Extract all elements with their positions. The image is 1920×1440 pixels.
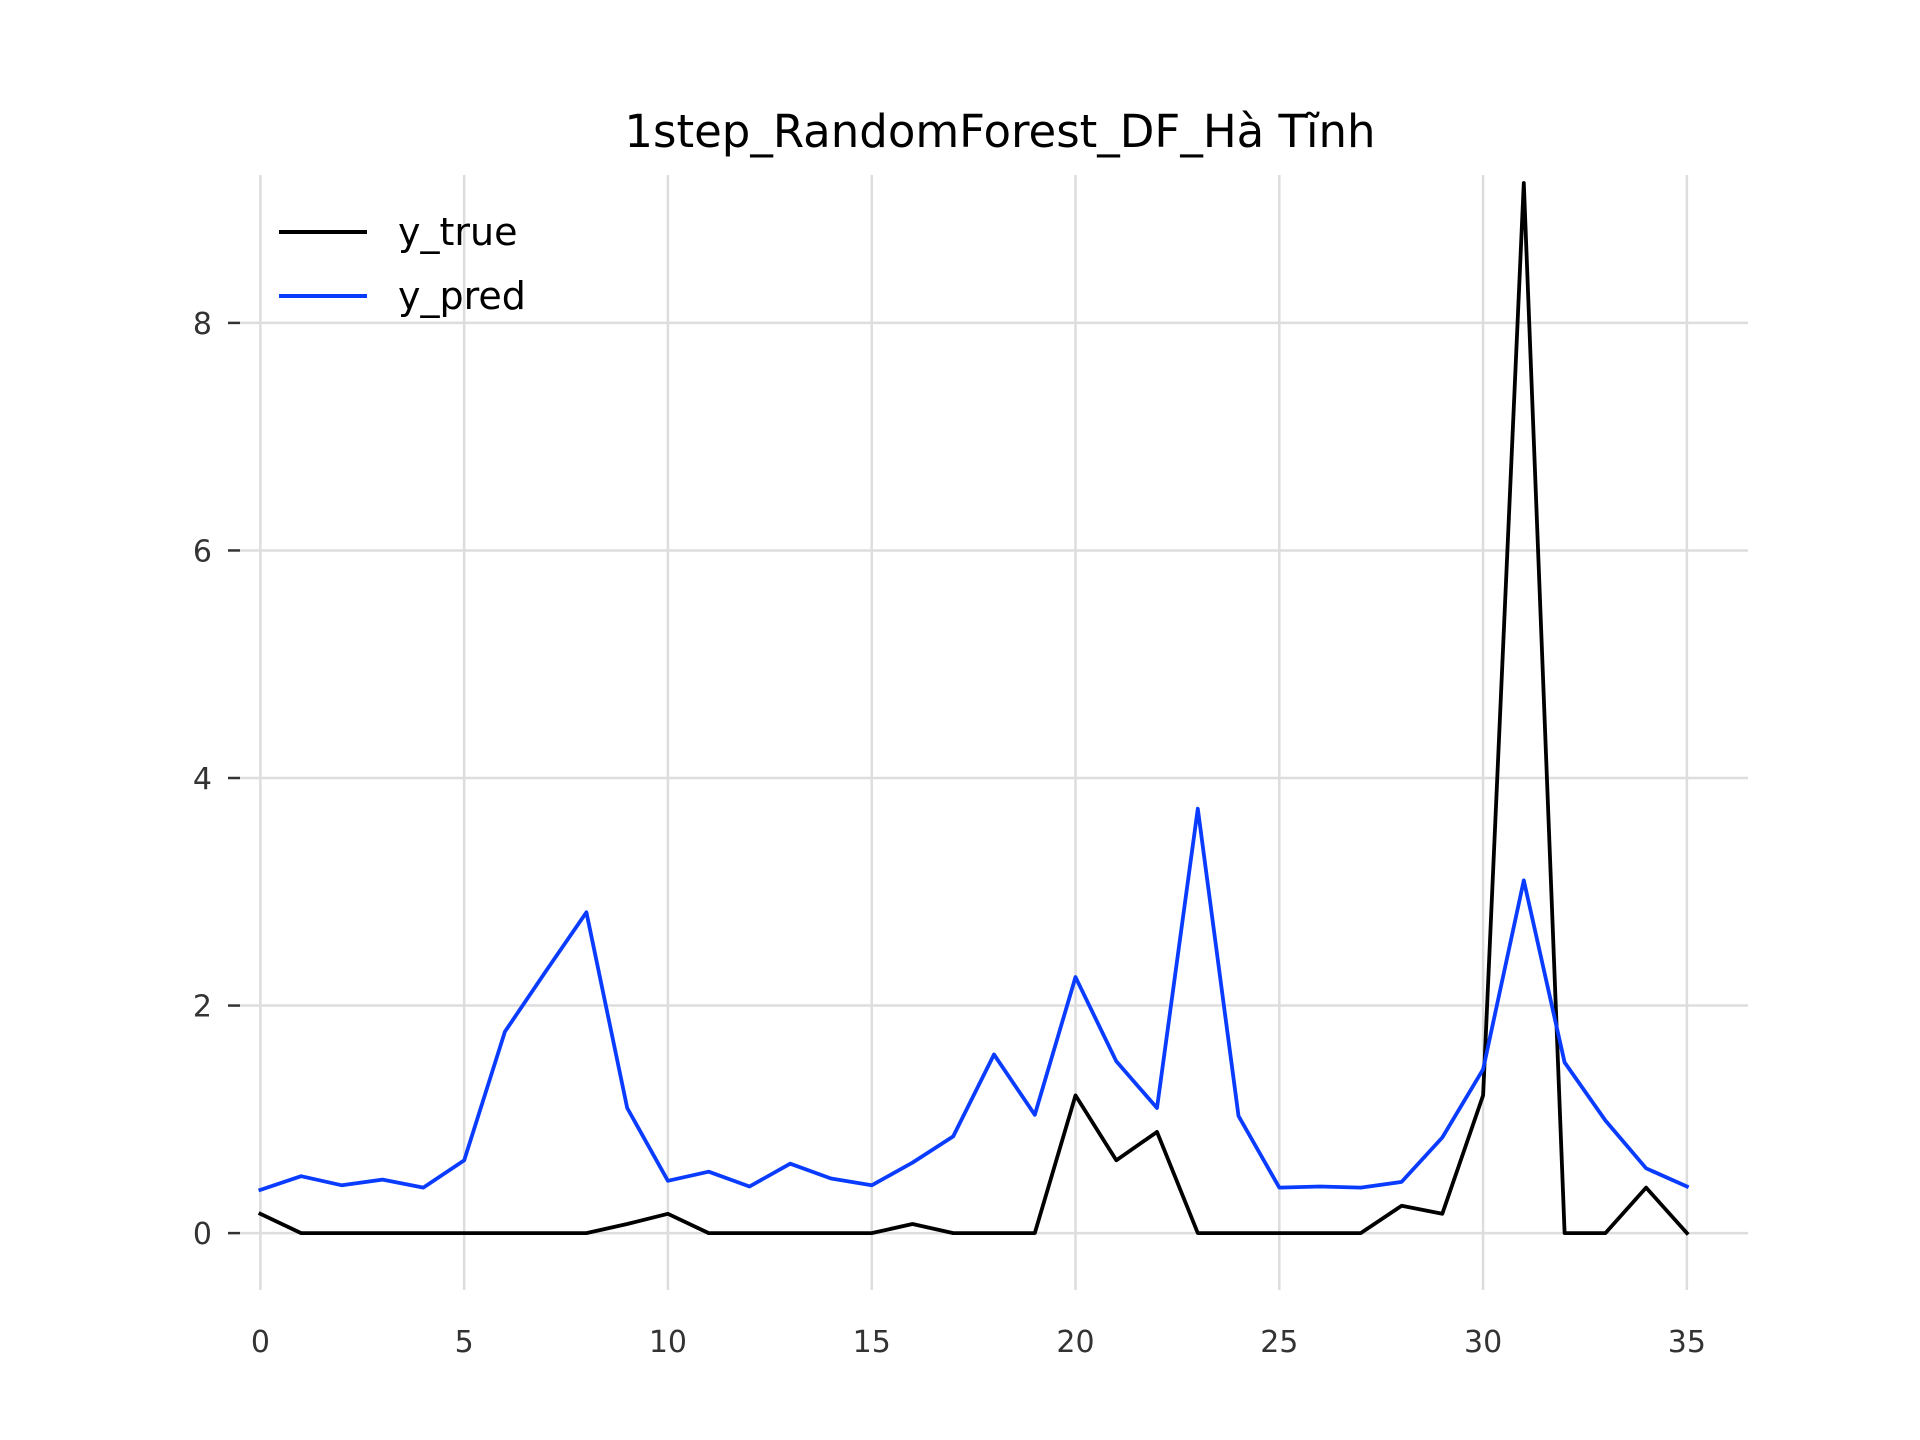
series-layer — [257, 181, 1690, 1236]
legend: y_true y_pred — [279, 210, 526, 318]
grid — [240, 175, 1748, 1290]
x-tick-label: 20 — [1056, 1325, 1094, 1360]
series-line-y-pred — [257, 806, 1690, 1193]
x-tick-label: 0 — [251, 1325, 270, 1360]
legend-label-y-true: y_true — [398, 210, 517, 254]
x-tick-label: 30 — [1464, 1325, 1502, 1360]
x-tick-label: 5 — [455, 1325, 474, 1360]
y-tick-label: 4 — [193, 762, 212, 797]
y-tick-label: 2 — [193, 990, 212, 1025]
x-tick-label: 15 — [853, 1325, 891, 1360]
y-tick-label: 6 — [193, 534, 212, 569]
chart-title: 1step_RandomForest_DF_Hà Tĩnh — [624, 105, 1375, 158]
y-tick-label: 8 — [193, 307, 212, 342]
x-tick-label: 35 — [1668, 1325, 1706, 1360]
y-tick-label: 0 — [193, 1217, 212, 1252]
x-tick-label: 10 — [649, 1325, 687, 1360]
axis-ticks: 0 5 10 15 20 25 30 35 0 2 4 6 8 — [193, 307, 1706, 1360]
series-line-y-true — [257, 181, 1690, 1236]
x-tick-label: 25 — [1260, 1325, 1298, 1360]
legend-label-y-pred: y_pred — [398, 274, 526, 318]
